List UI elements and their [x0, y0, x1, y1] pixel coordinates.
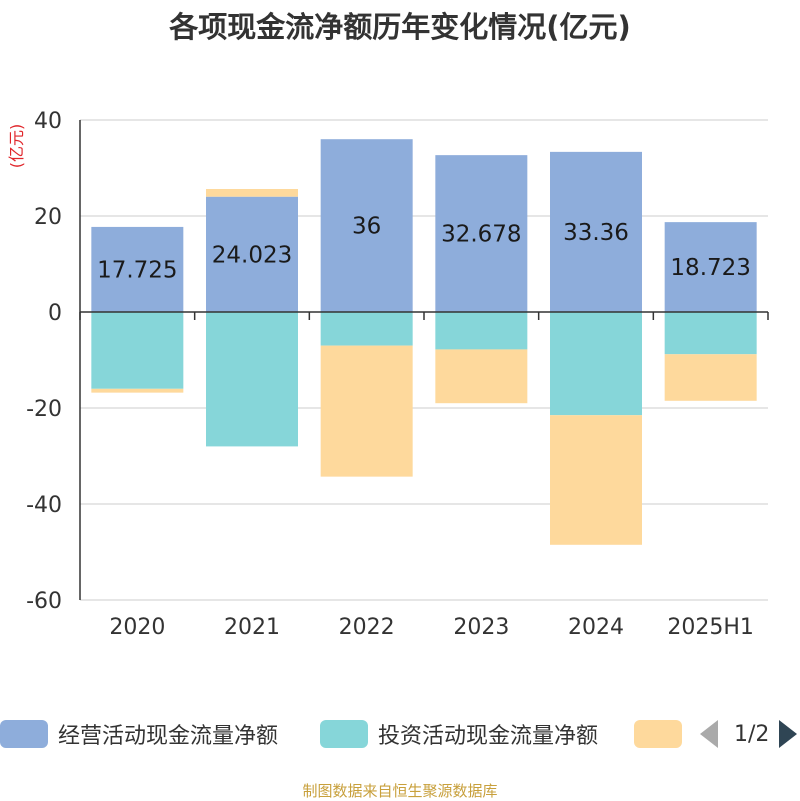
bar-third-series — [320, 345, 413, 477]
data-label: 32.678 — [441, 222, 521, 248]
bar-investing — [550, 312, 642, 416]
y-tick-label: -40 — [26, 493, 62, 518]
bar-third-series — [664, 354, 757, 401]
x-tick-label: 2021 — [224, 615, 280, 640]
bar-third-series — [91, 388, 184, 393]
bar-investing — [664, 312, 757, 355]
legend-swatch-third-series — [634, 720, 682, 748]
x-tick-label: 2024 — [568, 615, 624, 640]
bar-investing — [91, 312, 184, 389]
y-tick-label: -60 — [26, 589, 62, 614]
y-tick-label: 0 — [48, 301, 62, 326]
x-tick-label: 2022 — [339, 615, 395, 640]
bar-third-series — [435, 349, 528, 404]
legend-swatch-investing — [320, 720, 368, 748]
bar-third-series — [206, 189, 298, 197]
x-tick-label: 2023 — [453, 615, 509, 640]
legend-prev-arrow-icon[interactable] — [700, 720, 718, 748]
legend-swatch-operating — [0, 720, 48, 748]
bar-operating — [550, 151, 642, 312]
data-label: 24.023 — [212, 242, 292, 268]
legend-item-investing[interactable]: 投资活动现金流量净额 — [320, 716, 598, 752]
y-tick-label: 40 — [34, 109, 62, 134]
bar-investing — [206, 312, 298, 447]
legend-pager: 1/2 — [700, 716, 798, 752]
bar-operating — [664, 222, 757, 312]
data-label: 17.725 — [97, 257, 177, 283]
bar-operating — [320, 139, 413, 312]
legend-label-investing: 投资活动现金流量净额 — [378, 724, 599, 749]
x-tick-label: 2025H1 — [667, 615, 754, 640]
data-source-note: 制图数据来自恒生聚源数据库 — [302, 782, 498, 800]
bar-operating — [91, 226, 184, 312]
legend-label-operating: 经营活动现金流量净额 — [58, 724, 279, 749]
legend-next-arrow-icon[interactable] — [779, 720, 798, 748]
y-tick-label: -20 — [26, 397, 62, 422]
y-tick-label: 20 — [34, 205, 62, 230]
x-tick-label: 2020 — [109, 615, 165, 640]
legend: 经营活动现金流量净额 投资活动现金流量净额 1/2 — [0, 716, 800, 752]
cash-flow-chart: 40 20 0 -20 -40 -60 (亿元) 17.725 24.023 36 32.678 33… — [7, 109, 769, 640]
bar-investing — [320, 312, 413, 346]
data-label: 36 — [352, 214, 381, 240]
y-axis-unit-label: (亿元) — [7, 124, 26, 169]
data-label: 18.723 — [670, 255, 750, 281]
bar-third-series — [550, 415, 642, 545]
legend-item-operating[interactable]: 经营活动现金流量净额 — [0, 716, 278, 752]
bar-operating — [206, 196, 298, 312]
chart-title: 各项现金流净额历年变化情况(亿元) — [169, 10, 631, 44]
bar-operating — [435, 155, 528, 312]
legend-page-indicator: 1/2 — [734, 721, 770, 747]
bar-investing — [435, 312, 528, 350]
legend-item-third-series[interactable] — [634, 716, 682, 752]
data-label: 33.36 — [563, 220, 629, 246]
